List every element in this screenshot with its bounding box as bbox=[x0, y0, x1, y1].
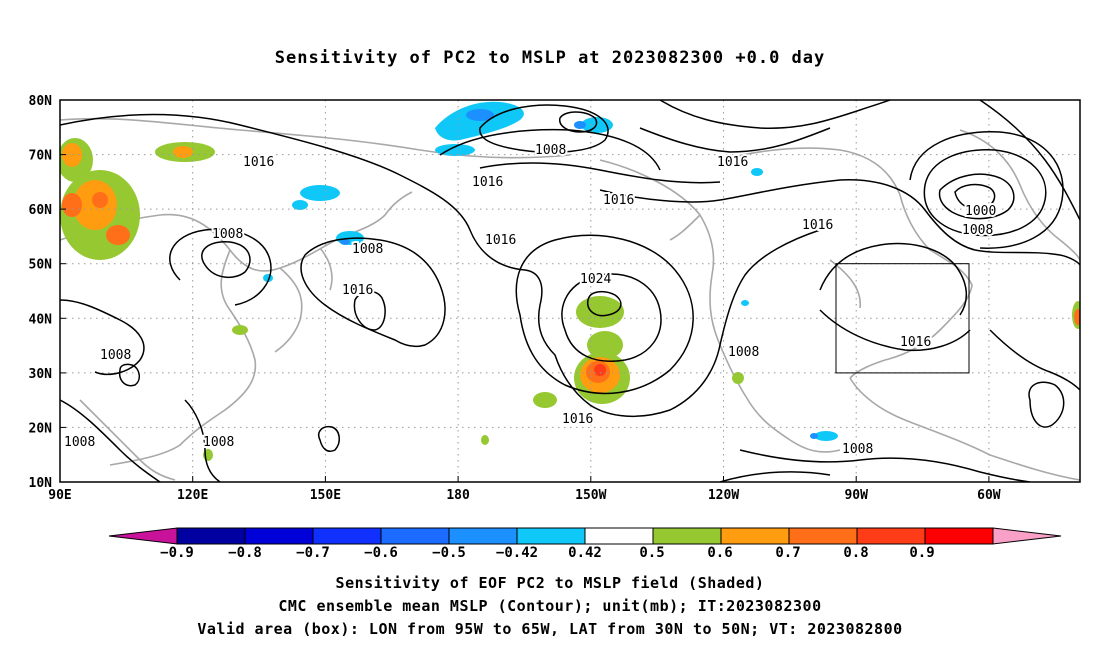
contour-label: 1008 bbox=[203, 435, 234, 450]
map-plot-area: 1016 1016 1016 1016 1016 1016 1016 1016 … bbox=[60, 100, 1080, 482]
colorbar-swatch bbox=[516, 527, 586, 545]
contour-label: 1008 bbox=[728, 345, 759, 360]
lon-label: 90E bbox=[48, 488, 71, 503]
contour-label: 1016 bbox=[603, 193, 634, 208]
figure-title: Sensitivity of PC2 to MSLP at 2023082300… bbox=[274, 48, 826, 68]
mslp-contours bbox=[60, 100, 1080, 482]
lon-label: 150W bbox=[575, 488, 606, 503]
contour-label: 1016 bbox=[900, 335, 931, 350]
colorbar-swatch bbox=[312, 527, 382, 545]
lat-label: 20N bbox=[29, 421, 53, 436]
colorbar-tick: 0.8 bbox=[843, 545, 868, 561]
colorbar-tick: −0.9 bbox=[160, 545, 194, 561]
caption-line-1: Sensitivity of EOF PC2 to MSLP field (Sh… bbox=[335, 574, 765, 592]
contour-label: 1008 bbox=[352, 242, 383, 257]
lat-label: 50N bbox=[29, 258, 53, 273]
colorbar-tick: 0.42 bbox=[568, 545, 602, 561]
contour-label-group: 1016 1016 1016 1016 1016 1016 1016 1016 … bbox=[62, 141, 998, 459]
lon-label: 90W bbox=[844, 488, 868, 503]
lon-label: 120W bbox=[708, 488, 739, 503]
caption-line-3: Valid area (box): LON from 95W to 65W, L… bbox=[197, 620, 903, 638]
colorbar-tick: 0.9 bbox=[909, 545, 934, 561]
sensitivity-shading bbox=[60, 101, 1080, 461]
contour-label: 1008 bbox=[842, 442, 873, 457]
validation-box bbox=[835, 263, 970, 374]
contour-label: 1016 bbox=[342, 283, 373, 298]
colorbar-swatch bbox=[924, 527, 994, 545]
lat-label: 60N bbox=[29, 203, 53, 218]
colorbar-swatch bbox=[448, 527, 518, 545]
colorbar: −0.9 −0.8 −0.7 −0.6 −0.5 −0.42 0.42 0.5 … bbox=[108, 527, 1062, 561]
colorbar-swatch bbox=[652, 527, 722, 545]
lat-label: 10N bbox=[29, 476, 53, 491]
colorbar-tick: −0.5 bbox=[432, 545, 466, 561]
colorbar-swatch bbox=[788, 527, 858, 545]
contour-label: 1008 bbox=[212, 227, 243, 242]
contour-label: 1008 bbox=[962, 223, 993, 238]
lat-label: 40N bbox=[29, 312, 53, 327]
lon-label: 180 bbox=[446, 488, 470, 503]
colorbar-swatch bbox=[720, 527, 790, 545]
colorbar-swatch bbox=[380, 527, 450, 545]
lon-label: 60W bbox=[977, 488, 1001, 503]
colorbar-swatches bbox=[108, 527, 1062, 545]
colorbar-swatch bbox=[584, 527, 654, 545]
colorbar-swatch bbox=[856, 527, 926, 545]
contour-label: 1016 bbox=[472, 175, 503, 190]
lat-label: 30N bbox=[29, 367, 53, 382]
colorbar-swatch bbox=[108, 527, 178, 545]
colorbar-tick: −0.7 bbox=[296, 545, 330, 561]
colorbar-tick: −0.42 bbox=[496, 545, 538, 561]
graticule bbox=[60, 100, 1080, 482]
colorbar-swatch bbox=[176, 527, 246, 545]
contour-label: 1016 bbox=[717, 155, 748, 170]
contour-label: 1016 bbox=[485, 233, 516, 248]
contour-label: 1016 bbox=[802, 218, 833, 233]
latitude-axis: 80N 70N 60N 50N 40N 30N 20N 10N bbox=[29, 94, 66, 491]
longitude-axis: 90E 120E 150E 180 150W 120W 90W 60W bbox=[48, 476, 1001, 503]
colorbar-swatch bbox=[244, 527, 314, 545]
contour-label: 1024 bbox=[580, 272, 611, 287]
colorbar-tick: −0.6 bbox=[364, 545, 398, 561]
lat-label: 70N bbox=[29, 149, 53, 164]
contour-label: 1008 bbox=[535, 143, 566, 158]
caption-line-2: CMC ensemble mean MSLP (Contour); unit(m… bbox=[278, 597, 822, 615]
colorbar-tick: −0.8 bbox=[228, 545, 262, 561]
colorbar-tick: 0.7 bbox=[775, 545, 800, 561]
contour-label: 1016 bbox=[243, 155, 274, 170]
coastlines bbox=[60, 117, 1080, 481]
map-frame bbox=[59, 99, 1081, 483]
contour-label: 1016 bbox=[562, 412, 593, 427]
lon-label: 150E bbox=[310, 488, 341, 503]
contour-label: 1008 bbox=[64, 435, 95, 450]
lat-label: 80N bbox=[29, 94, 53, 109]
colorbar-tick: 0.6 bbox=[707, 545, 732, 561]
contour-label: 1008 bbox=[100, 348, 131, 363]
colorbar-tick: 0.5 bbox=[639, 545, 664, 561]
colorbar-swatch bbox=[992, 527, 1062, 545]
lon-label: 120E bbox=[177, 488, 208, 503]
contour-label: 1000 bbox=[965, 204, 996, 219]
